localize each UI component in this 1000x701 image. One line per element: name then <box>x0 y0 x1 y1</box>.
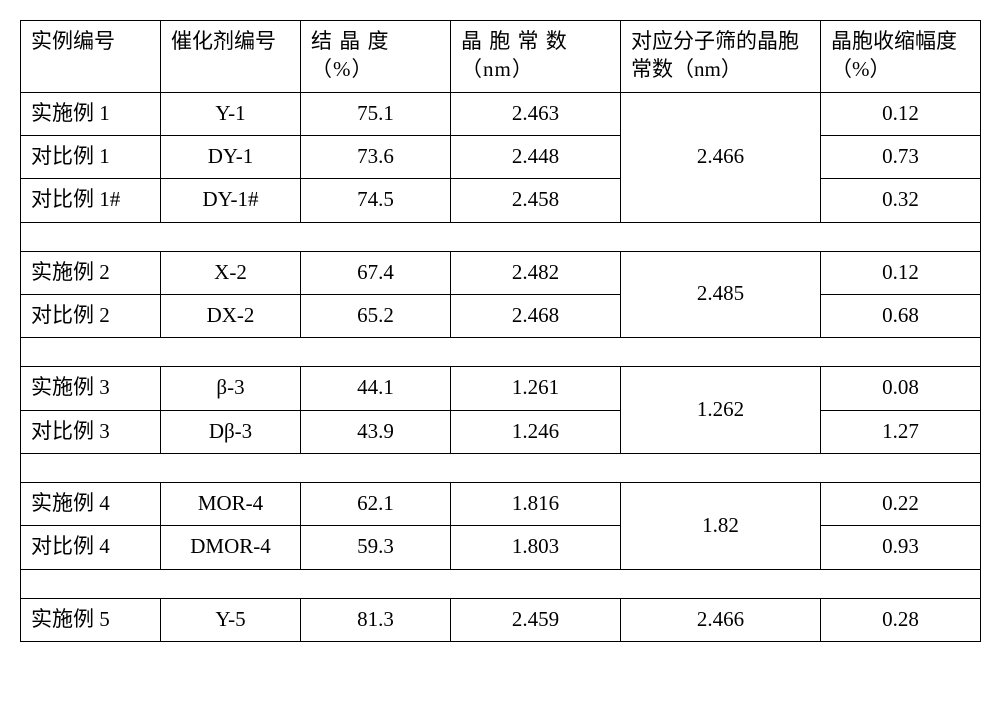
spacer-row <box>21 338 981 367</box>
cell-sieve-constant: 2.466 <box>621 92 821 222</box>
cell-cell-constant: 2.463 <box>451 92 621 135</box>
cell-catalyst: Y-5 <box>161 598 301 641</box>
cell-cell-constant: 1.816 <box>451 483 621 526</box>
cell-catalyst: X-2 <box>161 251 301 294</box>
table-row: 实施例 3β-344.11.2611.2620.08 <box>21 367 981 410</box>
cell-crystallinity: 43.9 <box>301 410 451 453</box>
cell-shrinkage: 0.12 <box>821 92 981 135</box>
spacer-cell <box>21 569 981 598</box>
cell-crystallinity: 75.1 <box>301 92 451 135</box>
cell-shrinkage: 0.22 <box>821 483 981 526</box>
cell-example: 实施例 5 <box>21 598 161 641</box>
cell-example: 实施例 4 <box>21 483 161 526</box>
cell-example: 实施例 3 <box>21 367 161 410</box>
cell-cell-constant: 2.468 <box>451 295 621 338</box>
cell-cell-constant: 2.459 <box>451 598 621 641</box>
header-col4: 晶 胞 常 数（nm） <box>451 21 621 93</box>
cell-catalyst: MOR-4 <box>161 483 301 526</box>
header-col5: 对应分子筛的晶胞常数（nm） <box>621 21 821 93</box>
table-row: 实施例 5Y-581.32.4592.4660.28 <box>21 598 981 641</box>
cell-cell-constant: 2.482 <box>451 251 621 294</box>
cell-crystallinity: 62.1 <box>301 483 451 526</box>
cell-crystallinity: 81.3 <box>301 598 451 641</box>
table-row: 对比例 1#DY-1#74.52.458 0.32 <box>21 179 981 222</box>
cell-catalyst: DX-2 <box>161 295 301 338</box>
cell-shrinkage: 1.27 <box>821 410 981 453</box>
cell-crystallinity: 59.3 <box>301 526 451 569</box>
data-table: 实例编号 催化剂编号 结 晶 度（%） 晶 胞 常 数（nm） 对应分子筛的晶胞… <box>20 20 981 642</box>
cell-example: 对比例 4 <box>21 526 161 569</box>
spacer-cell <box>21 222 981 251</box>
table-row: 对比例 4DMOR-459.31.803 0.93 <box>21 526 981 569</box>
cell-example: 对比例 1# <box>21 179 161 222</box>
header-col2: 催化剂编号 <box>161 21 301 93</box>
cell-cell-constant: 2.458 <box>451 179 621 222</box>
cell-cell-constant: 1.803 <box>451 526 621 569</box>
cell-cell-constant: 1.246 <box>451 410 621 453</box>
spacer-row <box>21 222 981 251</box>
cell-catalyst: Dβ-3 <box>161 410 301 453</box>
cell-sieve-constant: 1.82 <box>621 483 821 570</box>
cell-shrinkage: 0.12 <box>821 251 981 294</box>
cell-catalyst: DMOR-4 <box>161 526 301 569</box>
cell-sieve-constant: 1.262 <box>621 367 821 454</box>
table-row: 对比例 2DX-265.22.468 0.68 <box>21 295 981 338</box>
spacer-cell <box>21 338 981 367</box>
spacer-row <box>21 569 981 598</box>
cell-cell-constant: 1.261 <box>451 367 621 410</box>
header-row: 实例编号 催化剂编号 结 晶 度（%） 晶 胞 常 数（nm） 对应分子筛的晶胞… <box>21 21 981 93</box>
cell-sieve-constant: 2.466 <box>621 598 821 641</box>
header-col3: 结 晶 度（%） <box>301 21 451 93</box>
table-row: 实施例 2X-267.42.4822.4850.12 <box>21 251 981 294</box>
table-row: 实施例 4MOR-462.11.8161.820.22 <box>21 483 981 526</box>
cell-cell-constant: 2.448 <box>451 136 621 179</box>
cell-shrinkage: 0.68 <box>821 295 981 338</box>
cell-catalyst: DY-1 <box>161 136 301 179</box>
spacer-row <box>21 454 981 483</box>
header-col1: 实例编号 <box>21 21 161 93</box>
cell-example: 实施例 1 <box>21 92 161 135</box>
cell-shrinkage: 0.28 <box>821 598 981 641</box>
table-row: 对比例 1DY-173.62.448 0.73 <box>21 136 981 179</box>
cell-shrinkage: 0.32 <box>821 179 981 222</box>
cell-shrinkage: 0.08 <box>821 367 981 410</box>
cell-catalyst: β-3 <box>161 367 301 410</box>
header-col6: 晶胞收缩幅度（%） <box>821 21 981 93</box>
table-row: 实施例 1Y-175.12.4632.4660.12 <box>21 92 981 135</box>
cell-crystallinity: 44.1 <box>301 367 451 410</box>
cell-shrinkage: 0.73 <box>821 136 981 179</box>
cell-example: 实施例 2 <box>21 251 161 294</box>
spacer-cell <box>21 454 981 483</box>
cell-crystallinity: 74.5 <box>301 179 451 222</box>
cell-catalyst: DY-1# <box>161 179 301 222</box>
cell-catalyst: Y-1 <box>161 92 301 135</box>
cell-crystallinity: 65.2 <box>301 295 451 338</box>
cell-sieve-constant: 2.485 <box>621 251 821 338</box>
cell-example: 对比例 1 <box>21 136 161 179</box>
table-row: 对比例 3Dβ-343.91.246 1.27 <box>21 410 981 453</box>
cell-shrinkage: 0.93 <box>821 526 981 569</box>
cell-crystallinity: 67.4 <box>301 251 451 294</box>
cell-example: 对比例 3 <box>21 410 161 453</box>
cell-example: 对比例 2 <box>21 295 161 338</box>
cell-crystallinity: 73.6 <box>301 136 451 179</box>
